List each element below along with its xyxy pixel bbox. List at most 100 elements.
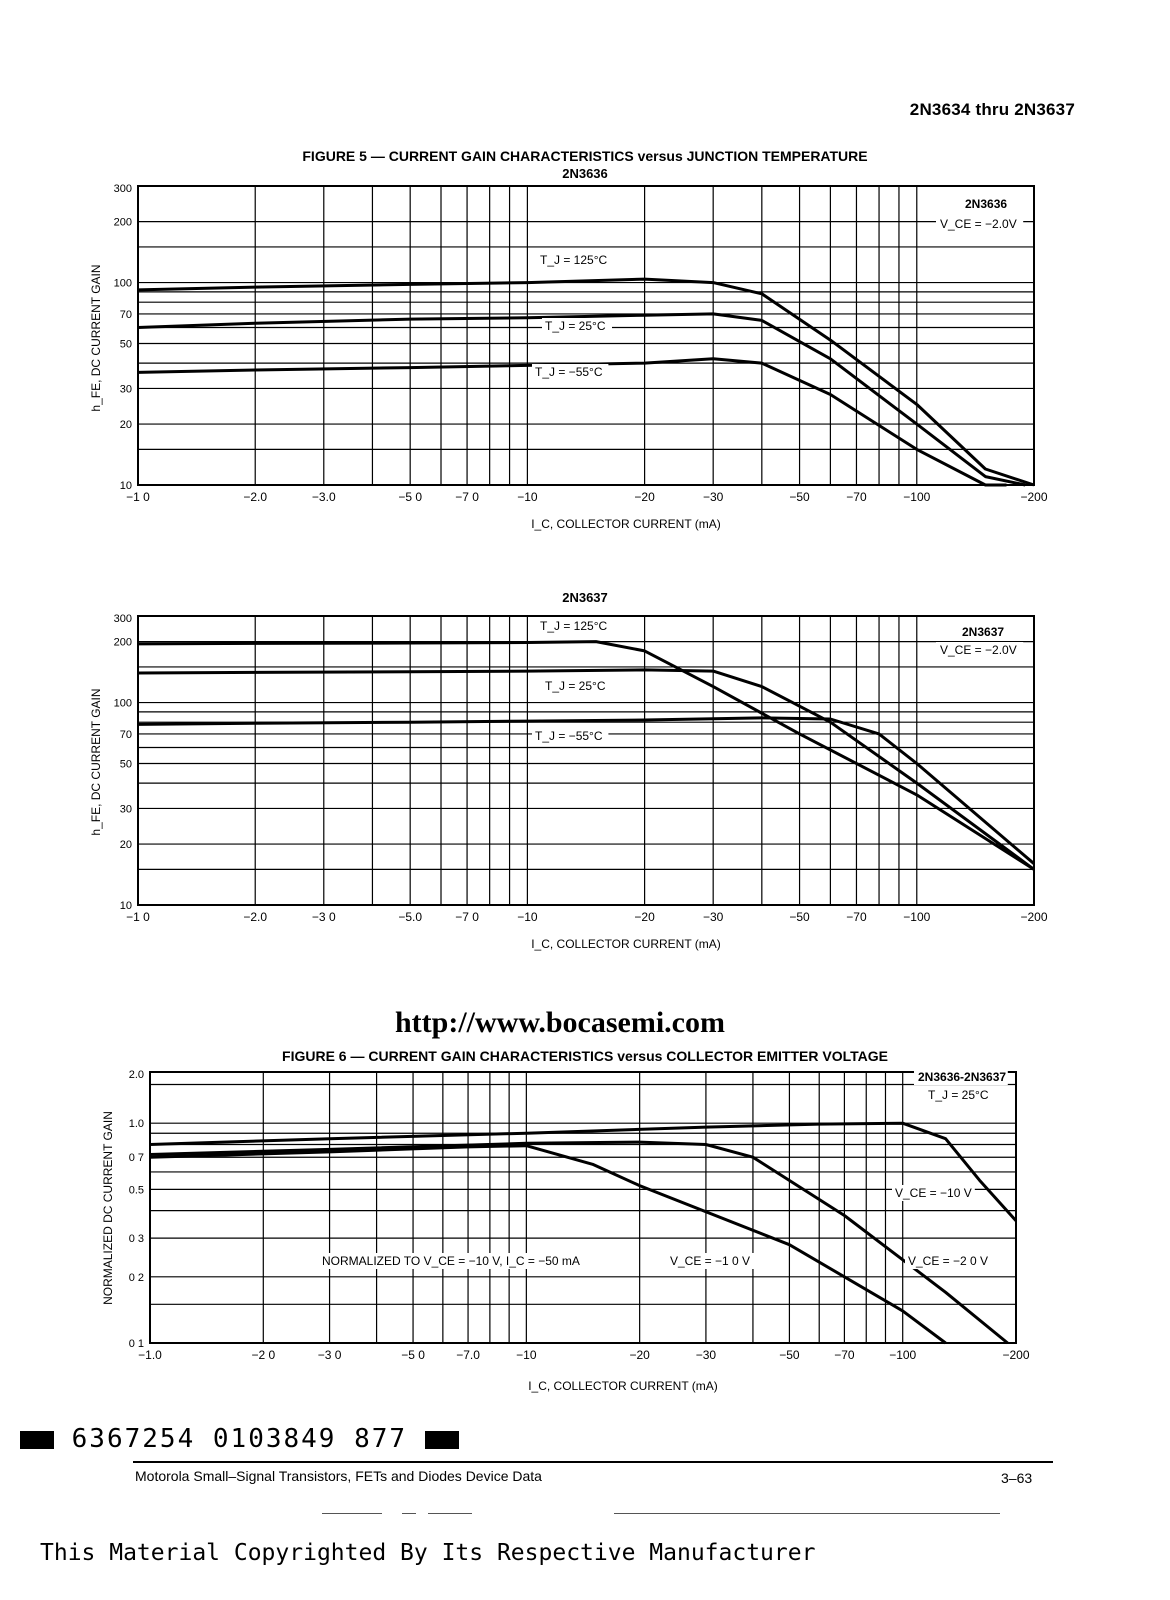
series-label: T_J = −55°C	[535, 729, 603, 743]
y-tick-label: 0 7	[129, 1152, 144, 1164]
annotation-bg	[914, 1069, 1008, 1085]
scan-artifact-dash	[402, 1513, 416, 1514]
normalization-note: NORMALIZED TO V_CE = −10 V, I_C = −50 mA	[322, 1254, 580, 1268]
y-tick-label: 0.5	[129, 1184, 144, 1196]
y-tick-label: 20	[120, 839, 132, 851]
x-tick-label: −70	[834, 1348, 855, 1362]
y-tick-label: 200	[114, 217, 132, 229]
y-tick-label: 300	[114, 613, 132, 625]
x-tick-label: −30	[703, 910, 724, 924]
x-tick-label: −30	[703, 490, 724, 504]
x-tick-label: −1 0	[126, 910, 150, 924]
x-tick-label: −10	[516, 1348, 537, 1362]
x-tick-label: −2.0	[243, 910, 267, 924]
y-tick-label: 100	[114, 698, 132, 710]
x-tick-label: −5 0	[398, 490, 422, 504]
y-tick-label: 200	[114, 637, 132, 649]
figure5-subtitle-bottom: 2N3637	[562, 590, 608, 605]
y-tick-label: 300	[114, 183, 132, 195]
series-line	[137, 277, 1035, 487]
series-label-bg	[532, 364, 609, 380]
series-label-bg	[542, 318, 612, 334]
series-label: T_J = 25°C	[545, 679, 606, 693]
y-tick-label: 50	[120, 339, 132, 351]
x-tick-label: −2.0	[243, 490, 267, 504]
footer-rule	[133, 1461, 1053, 1463]
series-label: V_CE = −10 V	[895, 1186, 972, 1200]
y-tick-label: 1.0	[129, 1118, 144, 1130]
figure6-title: FIGURE 6 — CURRENT GAIN CHARACTERISTICS …	[282, 1048, 888, 1064]
y-axis-label: h_FE, DC CURRENT GAIN	[89, 264, 103, 411]
y-tick-label: 30	[120, 383, 132, 395]
x-tick-label: −30	[696, 1348, 717, 1362]
series-line	[137, 716, 1035, 865]
series-label-bg	[532, 728, 609, 744]
x-tick-label: −100	[903, 490, 930, 504]
figure5-subtitle-top: 2N3636	[562, 166, 608, 181]
y-tick-label: 2.0	[129, 1069, 144, 1081]
x-tick-label: −10	[517, 490, 538, 504]
y-tick-label: 30	[120, 803, 132, 815]
x-tick-label: −7 0	[455, 490, 479, 504]
chart-annotation: 2N3636	[965, 197, 1007, 211]
series-line	[137, 668, 1035, 871]
x-tick-label: −7.0	[456, 1348, 480, 1362]
series-label: T_J = 25°C	[545, 319, 606, 333]
x-axis-label: I_C, COLLECTOR CURRENT (mA)	[531, 937, 721, 951]
x-tick-label: −50	[779, 1348, 800, 1362]
y-tick-label: 0 2	[129, 1272, 144, 1284]
chart-2n3637: 10 20 30 50 70 100 200 300 −1 0 −2.0 −3 0 −5.0 −7 0 −…	[89, 613, 1048, 951]
x-tick-label: −100	[903, 910, 930, 924]
series-label: T_J = 125°C	[540, 253, 608, 267]
series-label: V_CE = −2 0 V	[908, 1254, 988, 1268]
x-tick-label: −50	[789, 910, 810, 924]
scan-artifact-dash	[614, 1513, 1000, 1514]
chart-2n3636: 10 20 30 50 70 100 200 300 −1 0 −2.0 −3.0 −5 0 −7 0 −…	[89, 183, 1048, 531]
copyright-notice: This Material Copyrighted By Its Respect…	[40, 1540, 816, 1566]
series-line	[149, 1144, 947, 1345]
x-tick-label: −20	[634, 490, 655, 504]
x-tick-label: −3 0	[318, 1348, 342, 1362]
chart-annotation: 2N3636-2N3637	[918, 1070, 1006, 1084]
note-bg	[319, 1253, 577, 1269]
annotation-bg	[936, 216, 1024, 232]
series-label-bg	[537, 618, 614, 634]
x-tick-label: −20	[634, 910, 655, 924]
barcode-text: 6367254 0103849 877	[71, 1424, 408, 1454]
series-line	[137, 357, 1007, 487]
figure5-title: FIGURE 5 — CURRENT GAIN CHARACTERISTICS …	[302, 148, 868, 164]
scan-artifact-dash	[322, 1513, 382, 1514]
series-label: T_J = 125°C	[540, 619, 608, 633]
x-tick-label: −70	[846, 910, 867, 924]
series-label: V_CE = −1 0 V	[670, 1254, 750, 1268]
series-label-bg	[667, 1253, 757, 1269]
x-tick-label: −50	[789, 490, 810, 504]
y-tick-label: 100	[114, 278, 132, 290]
x-tick-label: −200	[1020, 910, 1047, 924]
scan-artifact-dash	[428, 1513, 472, 1514]
chart-annotation: T_J = 25°C	[928, 1088, 989, 1102]
barcode: 6367254 0103849 877	[20, 1424, 459, 1454]
plot-frame	[137, 185, 1035, 486]
y-tick-label: 0 1	[129, 1338, 144, 1350]
series-label-bg	[892, 1185, 975, 1201]
series-label: T_J = −55°C	[535, 365, 603, 379]
x-tick-label: −5 0	[401, 1348, 425, 1362]
url-watermark: http://www.bocasemi.com	[395, 1006, 725, 1039]
x-tick-label: −200	[1020, 490, 1047, 504]
annotation-bg	[958, 624, 1006, 640]
x-tick-label: −1 0	[126, 490, 150, 504]
annotation-bg	[924, 1087, 998, 1103]
x-tick-label: −200	[1002, 1348, 1029, 1362]
y-tick-label: 10	[120, 480, 132, 492]
page-header: 2N3634 thru 2N3637	[909, 100, 1075, 119]
y-tick-label: 70	[120, 729, 132, 741]
footer-page-number: 3–63	[1001, 1470, 1033, 1486]
series-label-bg	[542, 678, 612, 694]
series-label-bg	[537, 252, 614, 268]
series-line	[149, 1121, 1018, 1222]
x-tick-label: −7 0	[455, 910, 479, 924]
y-tick-label: 50	[120, 759, 132, 771]
y-axis-label: h_FE, DC CURRENT GAIN	[89, 688, 103, 835]
annotation-bg	[961, 196, 1009, 212]
